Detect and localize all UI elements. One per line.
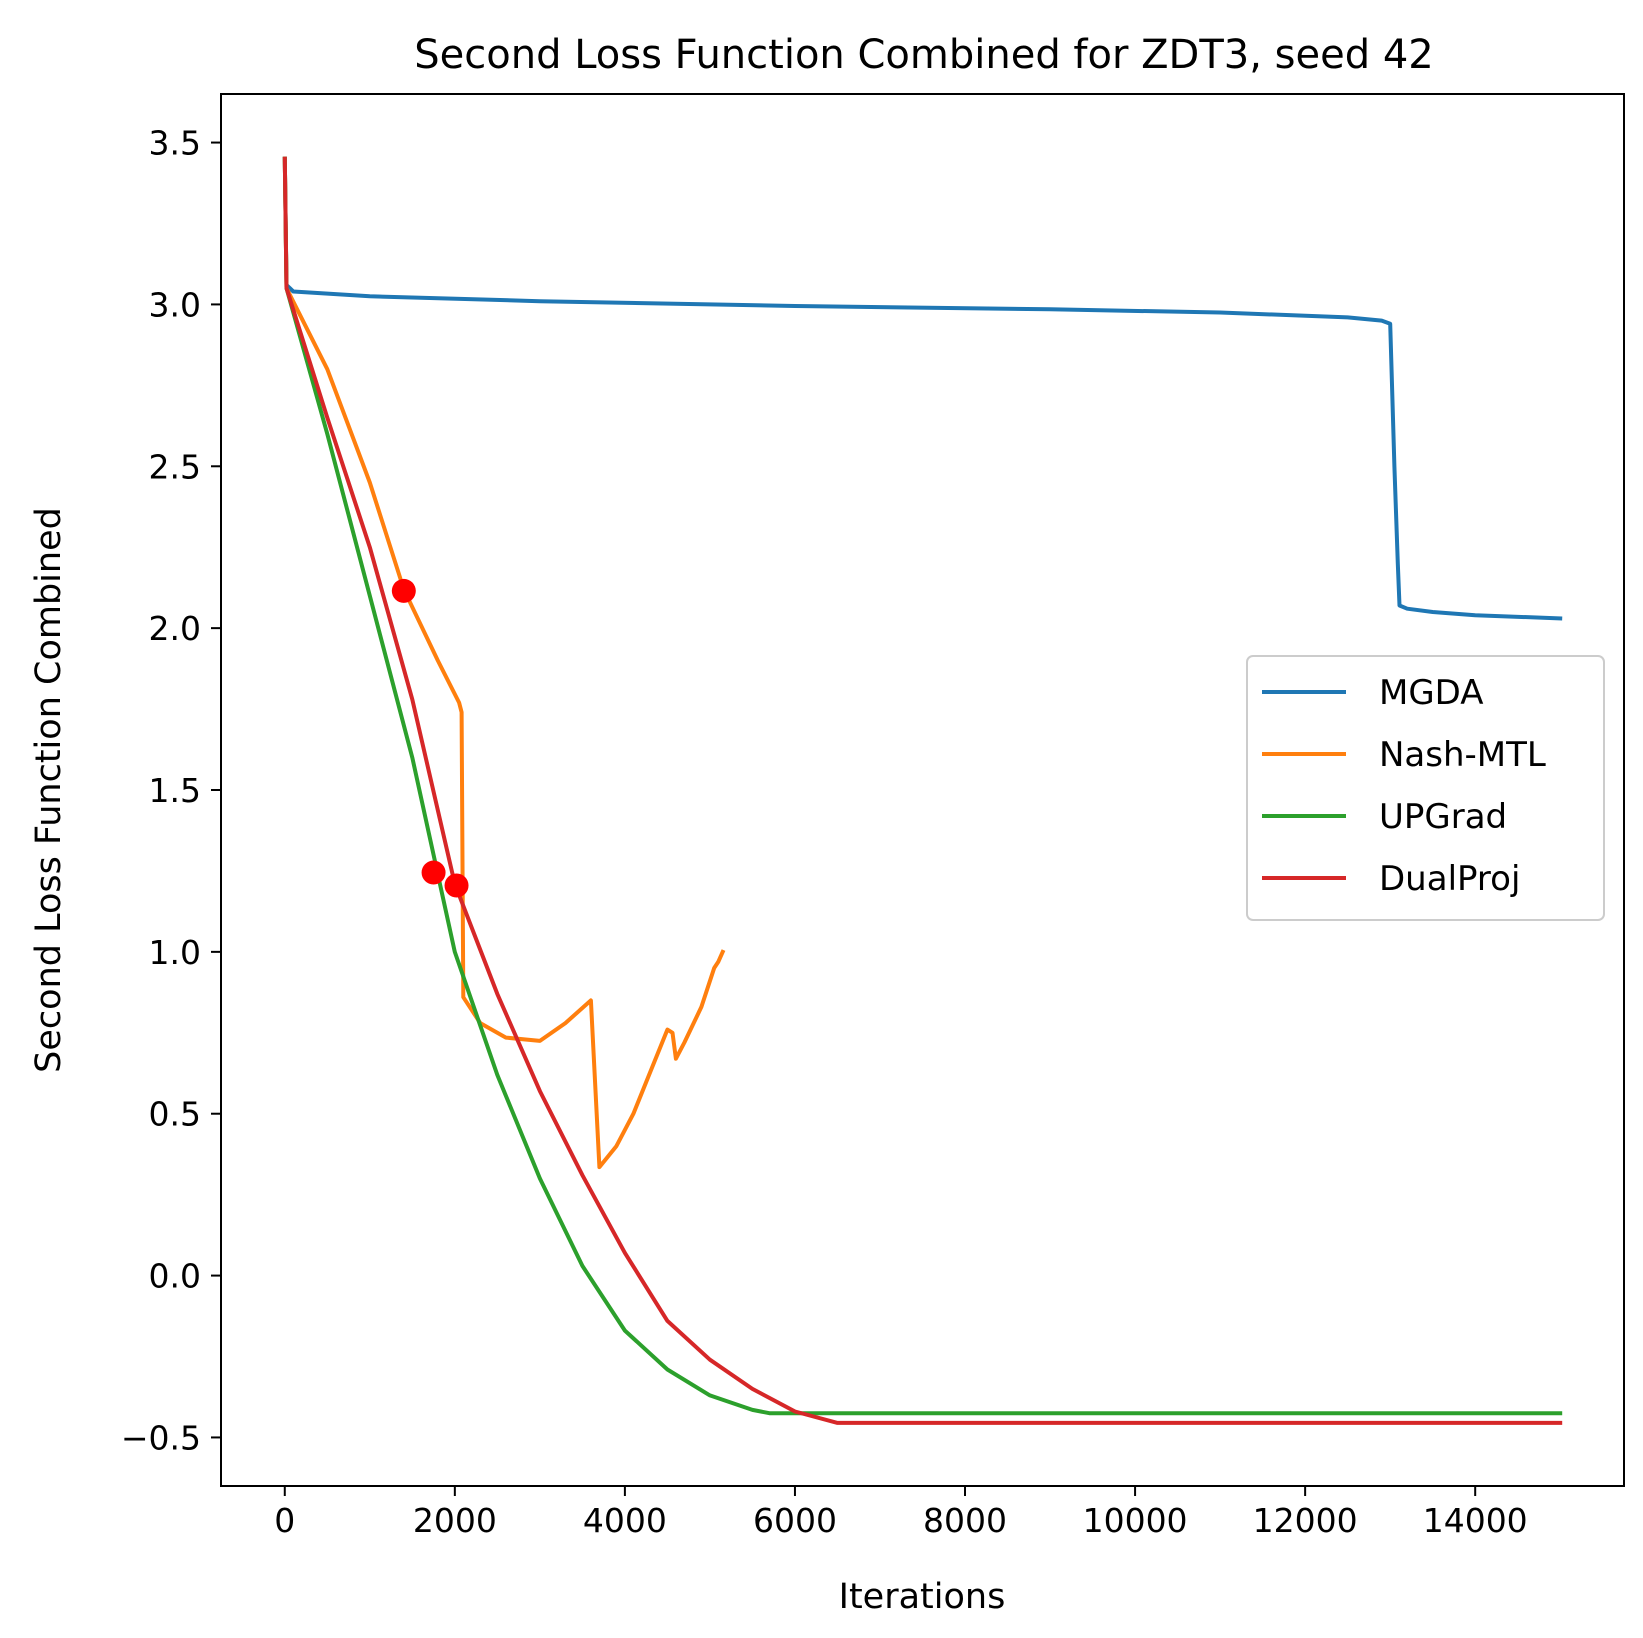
x-tick-label: 2000 <box>413 1501 497 1540</box>
series-line-nash-mtl <box>282 156 726 1170</box>
x-tick-label: 8000 <box>923 1501 1007 1540</box>
y-tick-label: −0.5 <box>121 1418 201 1457</box>
x-axis-label: Iterations <box>839 1577 1006 1617</box>
y-tick-label: 1.5 <box>149 771 201 810</box>
x-tick-label: 6000 <box>753 1501 837 1540</box>
x-tick-label: 12000 <box>1253 1501 1358 1540</box>
highlight-marker <box>391 578 416 603</box>
chart-title: Second Loss Function Combined for ZDT3, … <box>414 32 1433 78</box>
marker-layer <box>391 578 469 898</box>
y-tick-label: 3.5 <box>149 124 201 163</box>
legend-label: UPGrad <box>1379 797 1507 837</box>
y-tick-label: 0.5 <box>149 1095 201 1134</box>
series-line-dualproj <box>282 156 1563 1425</box>
highlight-marker <box>421 860 446 885</box>
legend-label: MGDA <box>1379 673 1484 713</box>
legend: MGDA Nash-MTL UPGrad DualProj <box>1246 655 1605 921</box>
y-tick-label: 0.0 <box>149 1257 201 1296</box>
x-tick-label: 14000 <box>1423 1501 1528 1540</box>
legend-items: MGDA Nash-MTL UPGrad DualProj <box>1262 673 1546 899</box>
x-axis: 0 2000 4000 6000 8000 10000 12000 14000 <box>274 1486 1528 1540</box>
legend-label: Nash-MTL <box>1379 735 1546 775</box>
y-tick-label: 3.0 <box>149 285 201 324</box>
series-line-mgda <box>282 156 1563 621</box>
y-tick-label: 2.5 <box>149 447 201 486</box>
y-axis: −0.5 0.0 0.5 1.0 1.5 2.0 2.5 3.0 3.5 <box>121 124 221 1457</box>
x-tick-label: 10000 <box>1083 1501 1188 1540</box>
legend-box <box>1246 655 1605 921</box>
series-line-upgrad <box>282 156 1563 1416</box>
legend-label: DualProj <box>1379 859 1520 899</box>
x-tick-label: 4000 <box>583 1501 667 1540</box>
y-tick-label: 2.0 <box>149 609 201 648</box>
y-tick-label: 1.0 <box>149 933 201 972</box>
y-axis-label: Second Loss Function Combined <box>29 507 69 1073</box>
highlight-marker <box>444 873 469 898</box>
x-tick-label: 0 <box>274 1501 295 1540</box>
